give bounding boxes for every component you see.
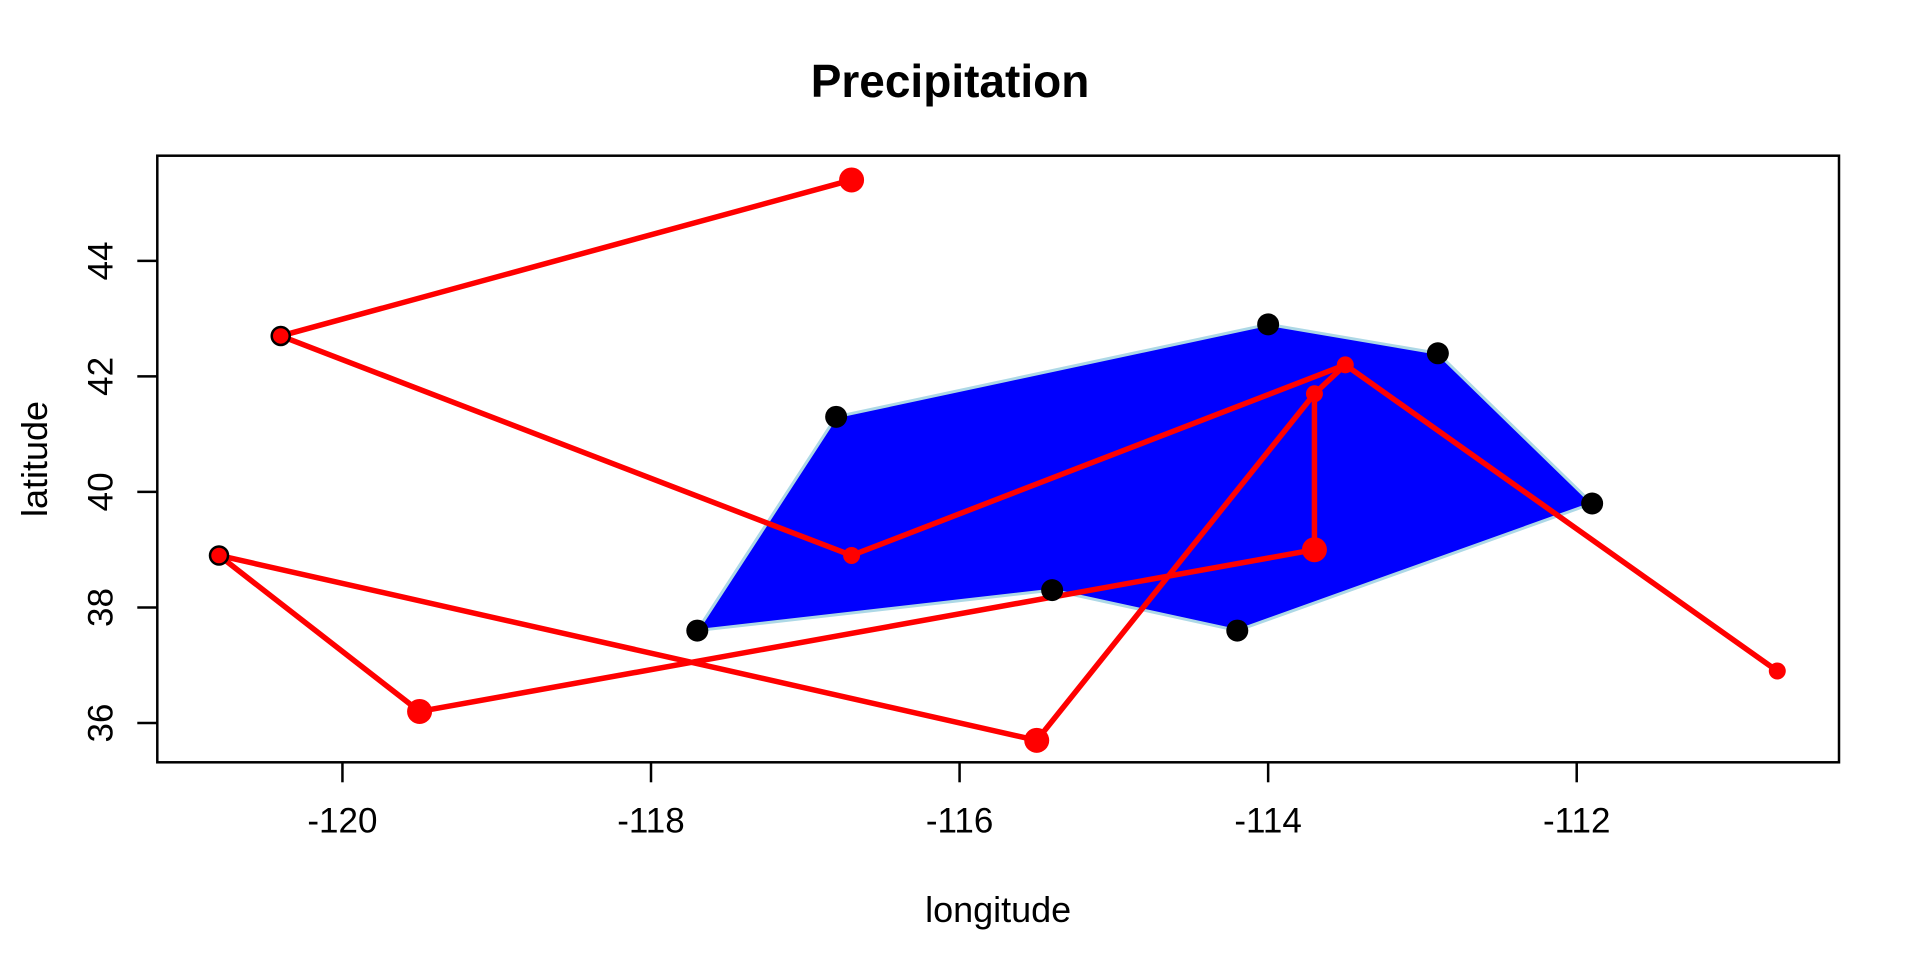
red-path-segment-AB bbox=[277, 177, 855, 339]
red-data-point-H bbox=[1305, 385, 1323, 403]
red-path-segment-HF bbox=[1033, 390, 1318, 744]
y-axis-tick-label: 36 bbox=[81, 704, 120, 743]
red-path-segment-BE bbox=[277, 333, 855, 559]
black-data-point-0 bbox=[825, 405, 848, 428]
red-data-point-A bbox=[839, 167, 865, 193]
black-data-point-6 bbox=[686, 619, 709, 642]
red-data-point-F bbox=[1024, 727, 1050, 753]
y-axis-tick-label: 42 bbox=[81, 357, 120, 396]
red-data-point-G bbox=[1336, 356, 1354, 374]
red-path-segment-CF bbox=[216, 552, 1040, 744]
black-data-point-4 bbox=[1226, 619, 1249, 642]
y-axis-tick-label: 44 bbox=[81, 241, 120, 280]
x-axis-tick-label: -118 bbox=[617, 801, 684, 840]
red-data-point-I bbox=[1301, 537, 1327, 563]
y-axis-tick-label: 38 bbox=[81, 588, 120, 627]
red-data-point-J bbox=[1768, 662, 1786, 680]
black-data-point-5 bbox=[1041, 579, 1064, 602]
red-data-point-C bbox=[208, 545, 230, 566]
y-axis-title: latitude bbox=[14, 401, 55, 517]
black-data-point-1 bbox=[1257, 313, 1280, 336]
black-data-point-3 bbox=[1581, 492, 1604, 515]
red-path-segment-ID bbox=[416, 546, 1318, 715]
x-axis-tick-label: -114 bbox=[1234, 801, 1301, 840]
x-axis-tick-label: -116 bbox=[926, 801, 993, 840]
x-axis-tick-label: -120 bbox=[307, 801, 377, 840]
red-path-segment-EG bbox=[848, 362, 1349, 559]
x-axis-tick-label: -112 bbox=[1543, 801, 1610, 840]
black-data-point-2 bbox=[1426, 342, 1449, 365]
red-data-point-D bbox=[407, 698, 433, 724]
red-data-point-E bbox=[843, 546, 861, 564]
red-path-segment-DC bbox=[216, 552, 423, 715]
x-axis-title: longitude bbox=[925, 889, 1071, 930]
chart-title: Precipitation bbox=[811, 55, 1090, 107]
red-data-point-B bbox=[270, 325, 291, 347]
plot-border bbox=[156, 154, 1841, 764]
red-path-segment-GJ bbox=[1342, 362, 1781, 674]
blue-region-polygon bbox=[694, 322, 1595, 633]
y-axis-tick-label: 40 bbox=[81, 472, 120, 511]
